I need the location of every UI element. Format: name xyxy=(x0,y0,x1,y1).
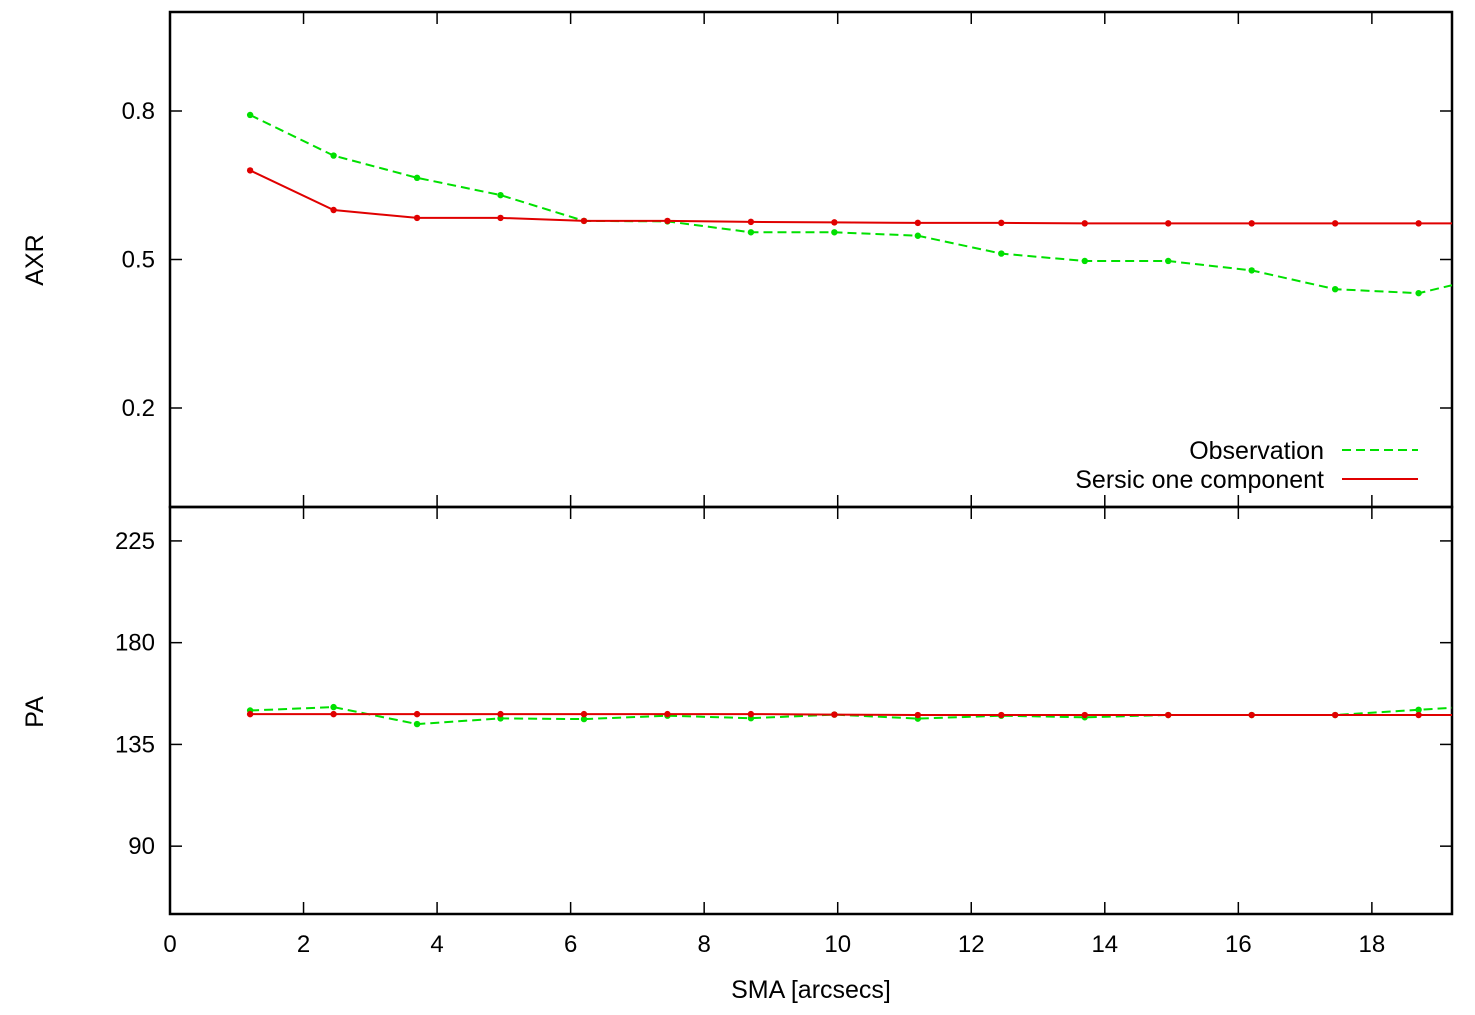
pa-point-sersic-one-component xyxy=(914,711,922,719)
x-tick-label: 16 xyxy=(1225,931,1252,958)
pa-ytick-label: 225 xyxy=(115,528,155,555)
pa-point-sersic-one-component xyxy=(330,710,337,718)
axr-point-observation xyxy=(831,229,838,236)
axr-point-sersic-one-component xyxy=(330,206,337,214)
pa-point-sersic-one-component xyxy=(998,711,1005,719)
pa-point-sersic-one-component xyxy=(497,710,504,718)
pa-point-sersic-one-component xyxy=(246,710,254,718)
pa-point-sersic-one-component xyxy=(1331,711,1339,719)
x-tick-label: 10 xyxy=(824,931,851,958)
y-axis-label-axr: AXR xyxy=(21,234,49,285)
axr-point-sersic-one-component xyxy=(1331,220,1339,227)
axr-ytick-label: 0.2 xyxy=(122,395,155,422)
pa-point-sersic-one-component xyxy=(580,710,588,718)
axr-point-sersic-one-component xyxy=(1415,220,1422,227)
pa-point-sersic-one-component xyxy=(413,710,421,718)
axr-ytick-label: 0.8 xyxy=(122,98,155,125)
legend-label-sersic-one-component: Sersic one component xyxy=(1075,466,1324,494)
pa-ytick-label: 135 xyxy=(115,731,155,758)
pa-series-observation xyxy=(250,706,1452,726)
axr-point-sersic-one-component xyxy=(413,214,421,222)
axr-point-observation xyxy=(330,152,337,159)
x-tick-label: 0 xyxy=(163,931,176,958)
pa-point-sersic-one-component xyxy=(747,710,755,718)
pa-series-sersic-one-component xyxy=(250,713,1452,716)
axr-frame xyxy=(168,10,1454,509)
pa-point-sersic-one-component xyxy=(1248,711,1255,719)
pa-panel: 90 135 180 225 0 2 4 6 8 10 12 14 16 18 xyxy=(115,505,1454,958)
x-tick-label: 2 xyxy=(297,931,310,958)
pa-frame xyxy=(168,505,1454,916)
axr-point-sersic-one-component xyxy=(1165,220,1172,227)
x-tick-label: 6 xyxy=(564,931,577,958)
legend-label-observation: Observation xyxy=(1189,437,1324,465)
axr-point-sersic-one-component xyxy=(664,217,671,225)
pa-point-sersic-one-component xyxy=(1165,711,1172,719)
axr-point-sersic-one-component xyxy=(998,219,1005,227)
x-axis-label: SMA [arcsecs] xyxy=(731,976,891,1004)
axr-series-sersic-one-component xyxy=(249,169,1452,225)
axr-point-observation xyxy=(914,232,922,239)
pa-ytick-label: 180 xyxy=(115,630,155,657)
x-tick-label: 4 xyxy=(430,931,443,958)
axr-point-sersic-one-component xyxy=(580,217,588,225)
pa-point-observation xyxy=(413,720,421,728)
pa-ytick-label: 90 xyxy=(128,833,155,860)
y-axis-label-pa: PA xyxy=(21,696,49,728)
axr-point-observation xyxy=(747,229,755,236)
axr-point-sersic-one-component xyxy=(914,219,922,227)
axr-point-observation xyxy=(246,111,254,119)
pa-point-observation xyxy=(330,703,337,711)
axr-point-observation xyxy=(413,174,421,182)
pa-point-sersic-one-component xyxy=(1081,711,1088,719)
pa-point-sersic-one-component xyxy=(1415,711,1422,719)
axr-point-observation xyxy=(1165,257,1172,265)
pa-point-sersic-one-component xyxy=(831,711,838,718)
x-tick-label: 14 xyxy=(1091,931,1118,958)
axr-point-observation xyxy=(998,250,1005,257)
axr-point-observation xyxy=(1081,257,1088,265)
axr-point-sersic-one-component xyxy=(747,218,755,226)
axr-point-observation xyxy=(1331,286,1339,293)
pa-point-sersic-one-component xyxy=(664,710,671,718)
axr-point-observation xyxy=(1248,267,1255,274)
axr-point-observation xyxy=(1415,289,1422,297)
axr-point-sersic-one-component xyxy=(246,167,254,174)
axr-panel: 0.2 0.5 0.8 xyxy=(122,10,1454,509)
pa-point-observation xyxy=(1415,706,1422,714)
axr-point-sersic-one-component xyxy=(1248,220,1255,227)
x-tick-label: 18 xyxy=(1359,931,1386,958)
axr-point-sersic-one-component xyxy=(831,219,838,226)
x-tick-label: 12 xyxy=(958,931,985,958)
axr-series-observation xyxy=(249,114,1452,295)
axr-point-sersic-one-component xyxy=(1081,220,1088,227)
axr-point-observation xyxy=(497,191,504,199)
pa-point-observation xyxy=(580,715,588,723)
x-tick-label: 8 xyxy=(697,931,710,958)
axr-point-sersic-one-component xyxy=(497,214,504,222)
axr-ytick-label: 0.5 xyxy=(122,247,155,274)
